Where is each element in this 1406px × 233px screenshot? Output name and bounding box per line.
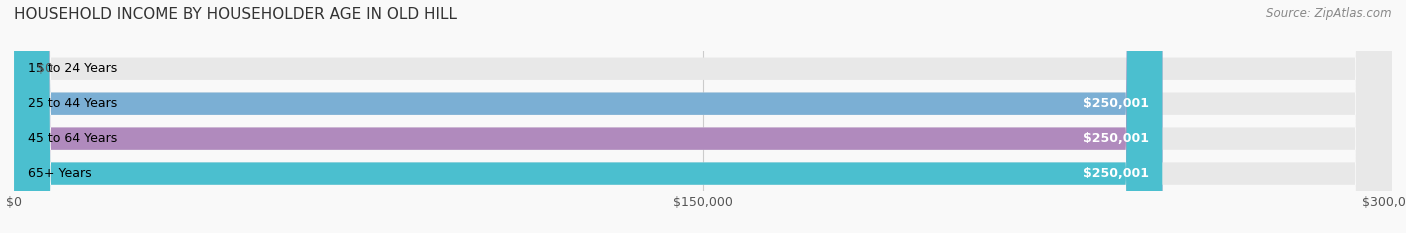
FancyBboxPatch shape (14, 0, 1392, 233)
FancyBboxPatch shape (14, 0, 1392, 233)
Text: 65+ Years: 65+ Years (28, 167, 91, 180)
FancyBboxPatch shape (14, 0, 1163, 233)
Text: 45 to 64 Years: 45 to 64 Years (28, 132, 117, 145)
Text: HOUSEHOLD INCOME BY HOUSEHOLDER AGE IN OLD HILL: HOUSEHOLD INCOME BY HOUSEHOLDER AGE IN O… (14, 7, 457, 22)
Text: $250,001: $250,001 (1083, 132, 1149, 145)
FancyBboxPatch shape (14, 0, 1163, 233)
Text: 15 to 24 Years: 15 to 24 Years (28, 62, 117, 75)
FancyBboxPatch shape (14, 0, 1392, 233)
Text: $250,001: $250,001 (1083, 97, 1149, 110)
FancyBboxPatch shape (14, 0, 1163, 233)
Text: 25 to 44 Years: 25 to 44 Years (28, 97, 117, 110)
Text: Source: ZipAtlas.com: Source: ZipAtlas.com (1267, 7, 1392, 20)
Text: $250,001: $250,001 (1083, 167, 1149, 180)
FancyBboxPatch shape (14, 0, 1392, 233)
Text: $0: $0 (37, 62, 53, 75)
